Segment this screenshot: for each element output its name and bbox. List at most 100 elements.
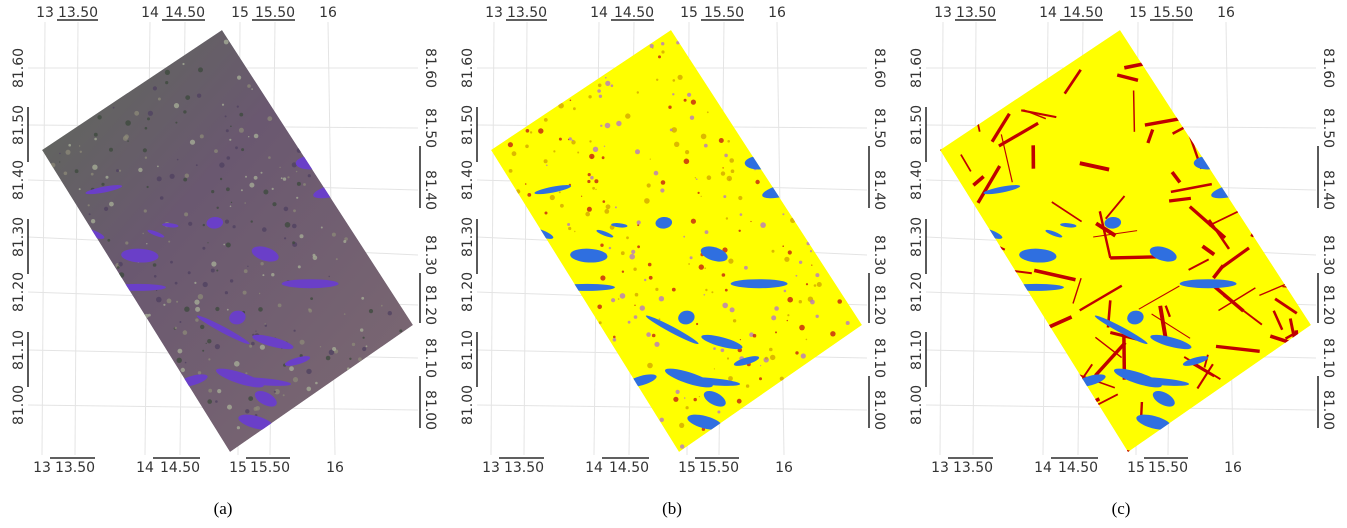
top-tick-label: 15 [1129,5,1147,21]
texture [362,347,366,351]
ridge [1212,439,1215,469]
ridge [1283,180,1313,186]
texture [119,170,121,172]
texture [634,315,638,319]
right-tick-label: 81.50 [871,108,887,148]
texture [581,196,582,197]
texture [679,423,684,428]
texture [609,247,611,249]
texture [806,283,808,285]
texture [369,309,373,313]
texture [696,323,698,325]
bottom-tick-label: 14.50 [609,460,649,476]
texture [600,275,605,280]
texture [200,134,204,138]
texture [559,138,562,141]
texture [655,288,658,291]
ridge [1189,37,1192,65]
texture [194,282,196,284]
texture [281,177,283,179]
texture [782,245,784,247]
texture [134,111,139,116]
texture [117,266,120,269]
texture [208,358,210,360]
texture [226,243,231,248]
ridge [1251,414,1261,447]
texture [222,104,224,106]
texture [629,254,635,260]
texture [243,291,247,295]
texture [728,376,733,381]
ridge [946,84,963,127]
texture [80,151,82,153]
top-tick-label: 15 [231,5,249,21]
texture [292,224,297,229]
graticule [940,22,943,455]
texture [251,342,255,346]
texture [637,245,640,248]
texture [509,169,513,173]
texture [306,369,311,374]
texture [284,207,289,212]
texture [260,345,265,350]
right-tick-label: 81.60 [871,48,887,88]
texture [261,172,263,174]
texture [241,189,243,191]
texture [300,234,304,238]
texture [156,297,162,303]
texture [227,309,229,311]
texture [816,315,819,318]
texture [585,212,590,217]
bottom-tick-label: 13.50 [953,460,993,476]
texture [184,307,189,312]
texture [196,164,198,166]
left-tick-label: 81.40 [909,160,925,200]
texture [106,176,109,179]
ridge [959,217,974,219]
top-tick-label: 13 [934,5,952,21]
texture [654,171,659,176]
texture [711,291,713,293]
texture [211,190,214,193]
texture [787,320,788,321]
texture [605,81,610,86]
ridge [957,99,961,115]
right-tick-label: 81.20 [871,285,887,325]
texture [235,146,238,149]
texture [707,175,712,180]
texture [799,300,802,303]
texture [178,349,183,354]
texture [673,397,678,402]
ridge [972,437,1005,453]
texture [307,387,312,392]
texture [119,272,125,278]
texture [220,178,222,180]
texture [574,231,575,232]
texture [699,264,704,269]
left-tick-label: 81.10 [909,330,925,370]
texture [59,153,60,154]
texture [157,176,162,181]
texture [94,138,97,141]
texture [223,244,225,246]
texture [611,84,614,87]
ridge [1269,403,1303,409]
texture [195,318,198,321]
texture [267,116,272,121]
bottom-tick-label: 14 [136,460,154,476]
left-tick-label: 81.30 [460,217,476,257]
texture [759,377,762,380]
right-tick-label: 81.10 [1320,338,1336,378]
texture [799,325,805,331]
texture [811,265,812,266]
water [802,428,841,442]
graticule [524,22,527,455]
texture [230,279,233,282]
ridge [1208,418,1233,425]
texture [796,275,798,277]
texture [713,347,716,350]
texture [815,273,819,277]
bottom-tick-label: 15 [678,460,696,476]
top-tick-label: 13 [36,5,54,21]
